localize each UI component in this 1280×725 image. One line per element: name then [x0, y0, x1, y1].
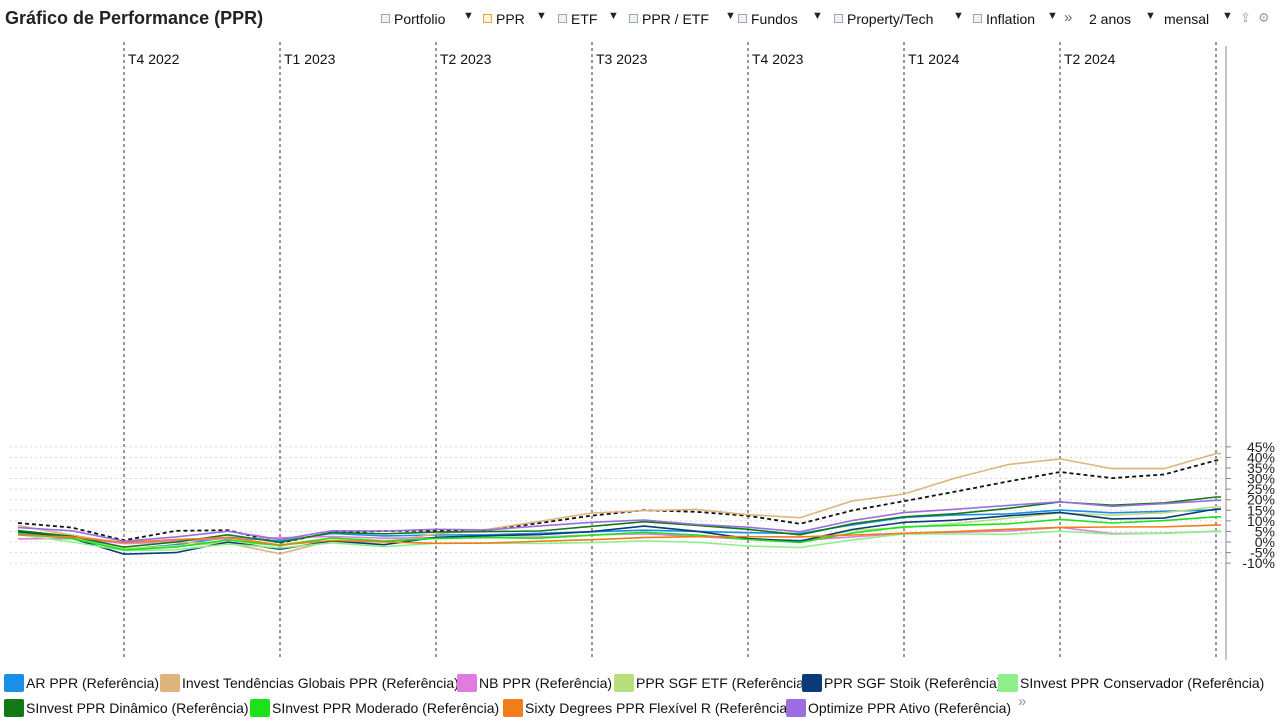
caret-down-icon: ▼: [812, 10, 823, 22]
legend-swatch: [160, 674, 180, 692]
y-tick-label: 45%: [1247, 439, 1275, 455]
legend-label: NB PPR (Referência): [479, 675, 613, 691]
y-tick-label: 40%: [1247, 449, 1275, 465]
upload-icon[interactable]: ⇪: [1240, 10, 1251, 25]
header-bar: Gráfico de Performance (PPR) Portfolio ▼…: [0, 0, 1280, 40]
menu-inflation[interactable]: Inflation ▼: [973, 10, 1058, 31]
legend-swatch: [250, 699, 270, 717]
series-line: [17, 508, 1221, 555]
legend-label: SInvest PPR Conservador (Referência): [1020, 675, 1265, 691]
legend-swatch: [614, 674, 634, 692]
grid: [10, 446, 1226, 564]
caret-down-icon: ▼: [1047, 10, 1058, 22]
y-tick-label: 0%: [1255, 534, 1275, 550]
legend-swatch: [786, 699, 806, 717]
legend-label: Invest Tendências Globais PPR (Referênci…: [182, 675, 459, 691]
series-line: [17, 530, 1221, 552]
checkbox-icon: [381, 14, 390, 23]
toolbar: Portfolio ▼ PPR ▼ ETF ▼ PPR / ETF ▼ Fund…: [381, 9, 1280, 31]
quarter-label: T2 2023: [440, 51, 492, 67]
caret-down-icon: ▼: [536, 10, 547, 22]
legend-label: PPR SGF ETF (Referência): [636, 675, 809, 691]
quarter-label: T4 2022: [128, 51, 180, 67]
legend-label: Sixty Degrees PPR Flexível R (Referência…: [525, 700, 792, 716]
checkbox-icon: [973, 14, 982, 23]
series-line: [17, 496, 1221, 548]
caret-down-icon: ▼: [608, 10, 619, 22]
checkbox-icon: [558, 14, 567, 23]
quarter-label: T4 2023: [752, 51, 804, 67]
legend-swatch: [503, 699, 523, 717]
performance-chart: 45%40%35%30%25%20%15%10%5%0%-5%-10% T4 2…: [10, 42, 1275, 660]
checkbox-icon: [738, 14, 747, 23]
legend-swatch: [802, 674, 822, 692]
gear-icon[interactable]: ⚙: [1258, 10, 1270, 25]
legend: AR PPR (Referência) Invest Tendências Glo…: [0, 668, 1280, 725]
checkbox-icon: [629, 14, 638, 23]
double-chevron-right-icon[interactable]: »: [1064, 9, 1073, 26]
series-line: [17, 499, 1221, 543]
legend-swatch: [4, 674, 24, 692]
period-select[interactable]: 2 anos ▼: [1089, 10, 1156, 27]
menu-ppr[interactable]: PPR ▼: [483, 10, 547, 31]
legend-label: PPR SGF Stoik (Referência): [824, 675, 1002, 691]
y-tick-label: 5%: [1255, 523, 1275, 539]
legend-swatch: [998, 674, 1018, 692]
page-title: Gráfico de Performance (PPR): [5, 8, 264, 28]
checkbox-icon: [834, 14, 843, 23]
caret-down-icon: ▼: [953, 10, 964, 22]
y-tick-label: -5%: [1250, 545, 1275, 561]
caret-down-icon: ▼: [463, 10, 474, 22]
legend-label: Optimize PPR Ativo (Referência): [808, 700, 1012, 716]
y-tick-label: 10%: [1247, 513, 1275, 529]
caret-down-icon: ▼: [1222, 10, 1233, 22]
quarter-markers: T4 2022 T1 2023 T2 2023 T3 2023 T4 2023 T1 20…: [123, 42, 1217, 660]
quarter-label: T2 2024: [1064, 51, 1116, 67]
menu-etf[interactable]: ETF ▼: [558, 10, 619, 31]
y-tick-label: 25%: [1247, 481, 1275, 497]
menu-property-tech[interactable]: Property/Tech ▼: [834, 10, 964, 31]
legend-swatch: [4, 699, 24, 717]
series-lines: [17, 452, 1222, 555]
legend-label: AR PPR (Referência): [26, 675, 160, 691]
y-tick-label: 30%: [1247, 471, 1275, 487]
legend-label: SInvest PPR Moderado (Referência): [272, 700, 500, 716]
menu-fundos[interactable]: Fundos ▼: [738, 10, 823, 31]
menu-ppr-etf[interactable]: PPR / ETF ▼: [629, 10, 736, 31]
quarter-label: T3 2023: [596, 51, 648, 67]
y-tick-label: 15%: [1247, 502, 1275, 518]
frequency-select[interactable]: mensal ▼: [1164, 10, 1233, 27]
checkbox-icon: [483, 14, 492, 23]
y-tick-label: 20%: [1247, 492, 1275, 508]
y-tick-label: 35%: [1247, 460, 1275, 476]
series-line: [17, 524, 1221, 546]
y-axis: 45%40%35%30%25%20%15%10%5%0%-5%-10%: [1225, 46, 1275, 660]
double-chevron-right-icon[interactable]: »: [1018, 693, 1027, 710]
quarter-label: T1 2024: [908, 51, 960, 67]
y-tick-label: -10%: [1242, 555, 1275, 571]
legend-swatch: [457, 674, 477, 692]
series-line: [17, 515, 1221, 551]
quarter-label: T1 2023: [284, 51, 336, 67]
legend-label: SInvest PPR Dinâmico (Referência): [26, 700, 249, 716]
caret-down-icon: ▼: [725, 10, 736, 22]
menu-portfolio[interactable]: Portfolio ▼: [381, 10, 474, 31]
caret-down-icon: ▼: [1145, 10, 1156, 22]
